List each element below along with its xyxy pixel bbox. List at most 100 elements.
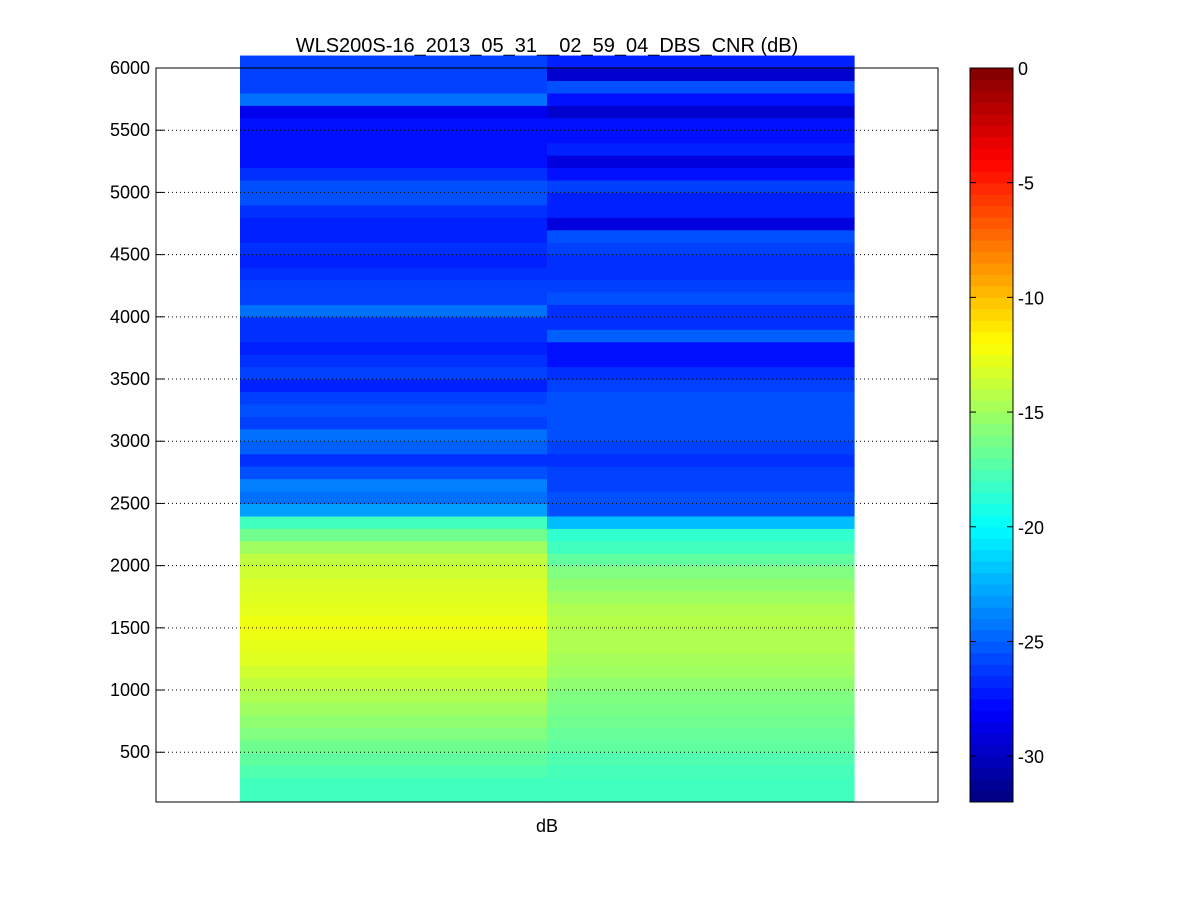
colorbar-segment [970,756,1013,769]
colorbar-segment [970,767,1013,780]
heatmap-cell [240,403,548,417]
colorbar-segment [970,79,1013,92]
colorbar-segment [970,377,1013,390]
plot-frame [155,67,939,803]
heatmap-cell [547,391,855,405]
heatmap-cell [240,428,548,442]
heatmap-cell [240,316,548,330]
x-axis-label: dB [536,816,558,836]
heatmap-cell [240,192,548,206]
colorbar-segment [970,251,1013,264]
heatmap-cell [240,553,548,567]
heatmap-cell [240,515,548,529]
heatmap-cell [240,441,548,455]
heatmap-cell [547,677,855,691]
heatmap-cell [547,279,855,293]
heatmap-cell [547,192,855,206]
heatmap-cell [240,540,548,554]
heatmap-cell [547,428,855,442]
heatmap-cell [240,478,548,492]
colorbar-segment [970,205,1013,218]
heatmap-cell [547,441,855,455]
colorbar-segment [970,148,1013,161]
heatmap-cell [547,68,855,82]
colorbar-segment [970,549,1013,562]
heatmap-cell [547,490,855,505]
heatmap-cell [240,105,548,119]
colorbar-segment [970,435,1013,447]
colorbar-tick-label: -15 [1018,403,1044,423]
heatmap-cell [240,254,548,268]
heatmap-cell [547,92,855,106]
colorbar-segment [970,240,1013,252]
colorbar-segment [970,113,1013,126]
heatmap-cell [240,652,548,666]
colorbar-tick-label: -10 [1018,288,1044,308]
heatmap-cell [240,217,548,231]
heatmap-cell [547,627,855,641]
colorbar-segment [970,446,1013,459]
heatmap-cell [240,702,548,716]
heatmap-cell [240,130,548,144]
heatmap-cell [547,329,855,343]
colorbar-gradient [970,68,1013,803]
colorbar-tick-label: -25 [1018,632,1044,652]
colorbar-segment [970,125,1013,138]
heatmap-cell [547,379,855,393]
colorbar-tick-label: 0 [1018,59,1028,79]
y-tick-label: 1000 [110,680,150,700]
heatmap-cell [240,640,548,654]
heatmap-cell [240,615,548,629]
heatmap-cell [547,652,855,666]
colorbar-segment [970,538,1013,551]
heatmap-cell [547,217,855,231]
heatmap-cell [547,179,855,194]
heatmap-cell [240,528,548,542]
heatmap-cell [547,777,855,791]
colorbar-segment [970,274,1013,287]
colorbar-segment [970,457,1013,470]
heatmap-cell [240,179,548,194]
heatmap-cell [240,291,548,305]
colorbar-segment [970,423,1013,436]
heatmap-cell [547,727,855,741]
colorbar-segment [970,790,1013,803]
heatmap-cell [240,752,548,766]
heatmap-cell [547,117,855,131]
heatmap-cell [547,739,855,753]
heatmap-cell [547,640,855,654]
heatmap-cell [240,727,548,741]
heatmap-cell [547,80,855,94]
heatmap-cell [240,92,548,106]
colorbar-segment [970,618,1013,631]
heatmap-cell [547,503,855,517]
heatmap-cell [547,789,855,803]
colorbar-segment [970,217,1013,230]
colorbar-segment [970,285,1013,298]
colorbar-segment [970,561,1013,574]
heatmap-cell [547,553,855,567]
heatmap-cell [240,354,548,368]
colorbar-segment [970,228,1013,241]
heatmap-cell [240,739,548,753]
heatmap-cell [547,254,855,268]
colorbar-segment [970,710,1013,723]
colorbar-segment [970,595,1013,608]
colorbar-segment [970,744,1013,757]
heatmap-cell [547,590,855,604]
heatmap-cell [240,490,548,505]
colorbar-segment [970,652,1013,665]
heatmap-cell [240,117,548,131]
colorbar-segment [970,526,1013,539]
colorbar-segment [970,331,1013,344]
colorbar-segment [970,389,1013,402]
y-tick-label: 2000 [110,556,150,576]
heatmap-cell [240,590,548,604]
heatmap-cell [547,690,855,704]
heatmap-cell [240,68,548,82]
heatmap-cell [240,341,548,355]
colorbar-segment [970,366,1013,379]
colorbar-tick-label: -30 [1018,747,1044,767]
